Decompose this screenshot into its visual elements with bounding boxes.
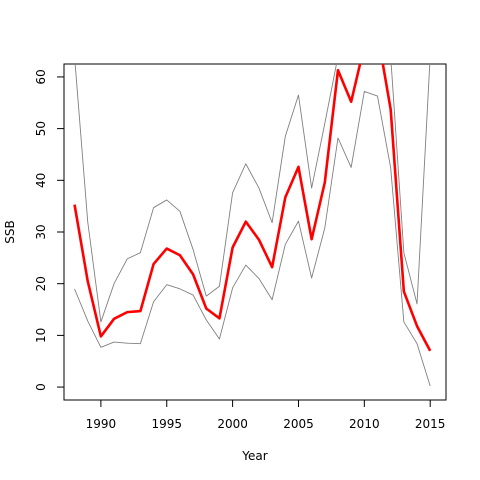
y-tick-label: 30 [34,224,48,239]
y-tick-label: 0 [34,383,48,391]
series-layer [73,64,432,387]
x-tick-label: 2000 [217,417,248,431]
y-axis-label: SSB [3,220,17,243]
x-axis: 1990 1995 2000 2005 2010 2015 [86,399,446,431]
y-tick-label: 10 [34,328,48,343]
y-tick-label: 20 [34,276,48,291]
x-tick-label: 2005 [283,417,314,431]
x-tick-label: 2010 [349,417,380,431]
plot-frame [63,63,447,401]
y-axis: 0 10 20 30 40 50 60 [34,69,65,391]
x-tick-label: 1990 [86,417,117,431]
upper-bound-line [74,64,431,323]
y-tick-label: 40 [34,173,48,188]
y-tick-label: 60 [34,69,48,84]
x-axis-label: Year [241,449,267,463]
lower-bound-line [74,90,431,387]
x-tick-label: 2015 [415,417,446,431]
x-tick-label: 1995 [151,417,182,431]
estimate-line [73,64,432,352]
y-tick-label: 50 [34,121,48,136]
